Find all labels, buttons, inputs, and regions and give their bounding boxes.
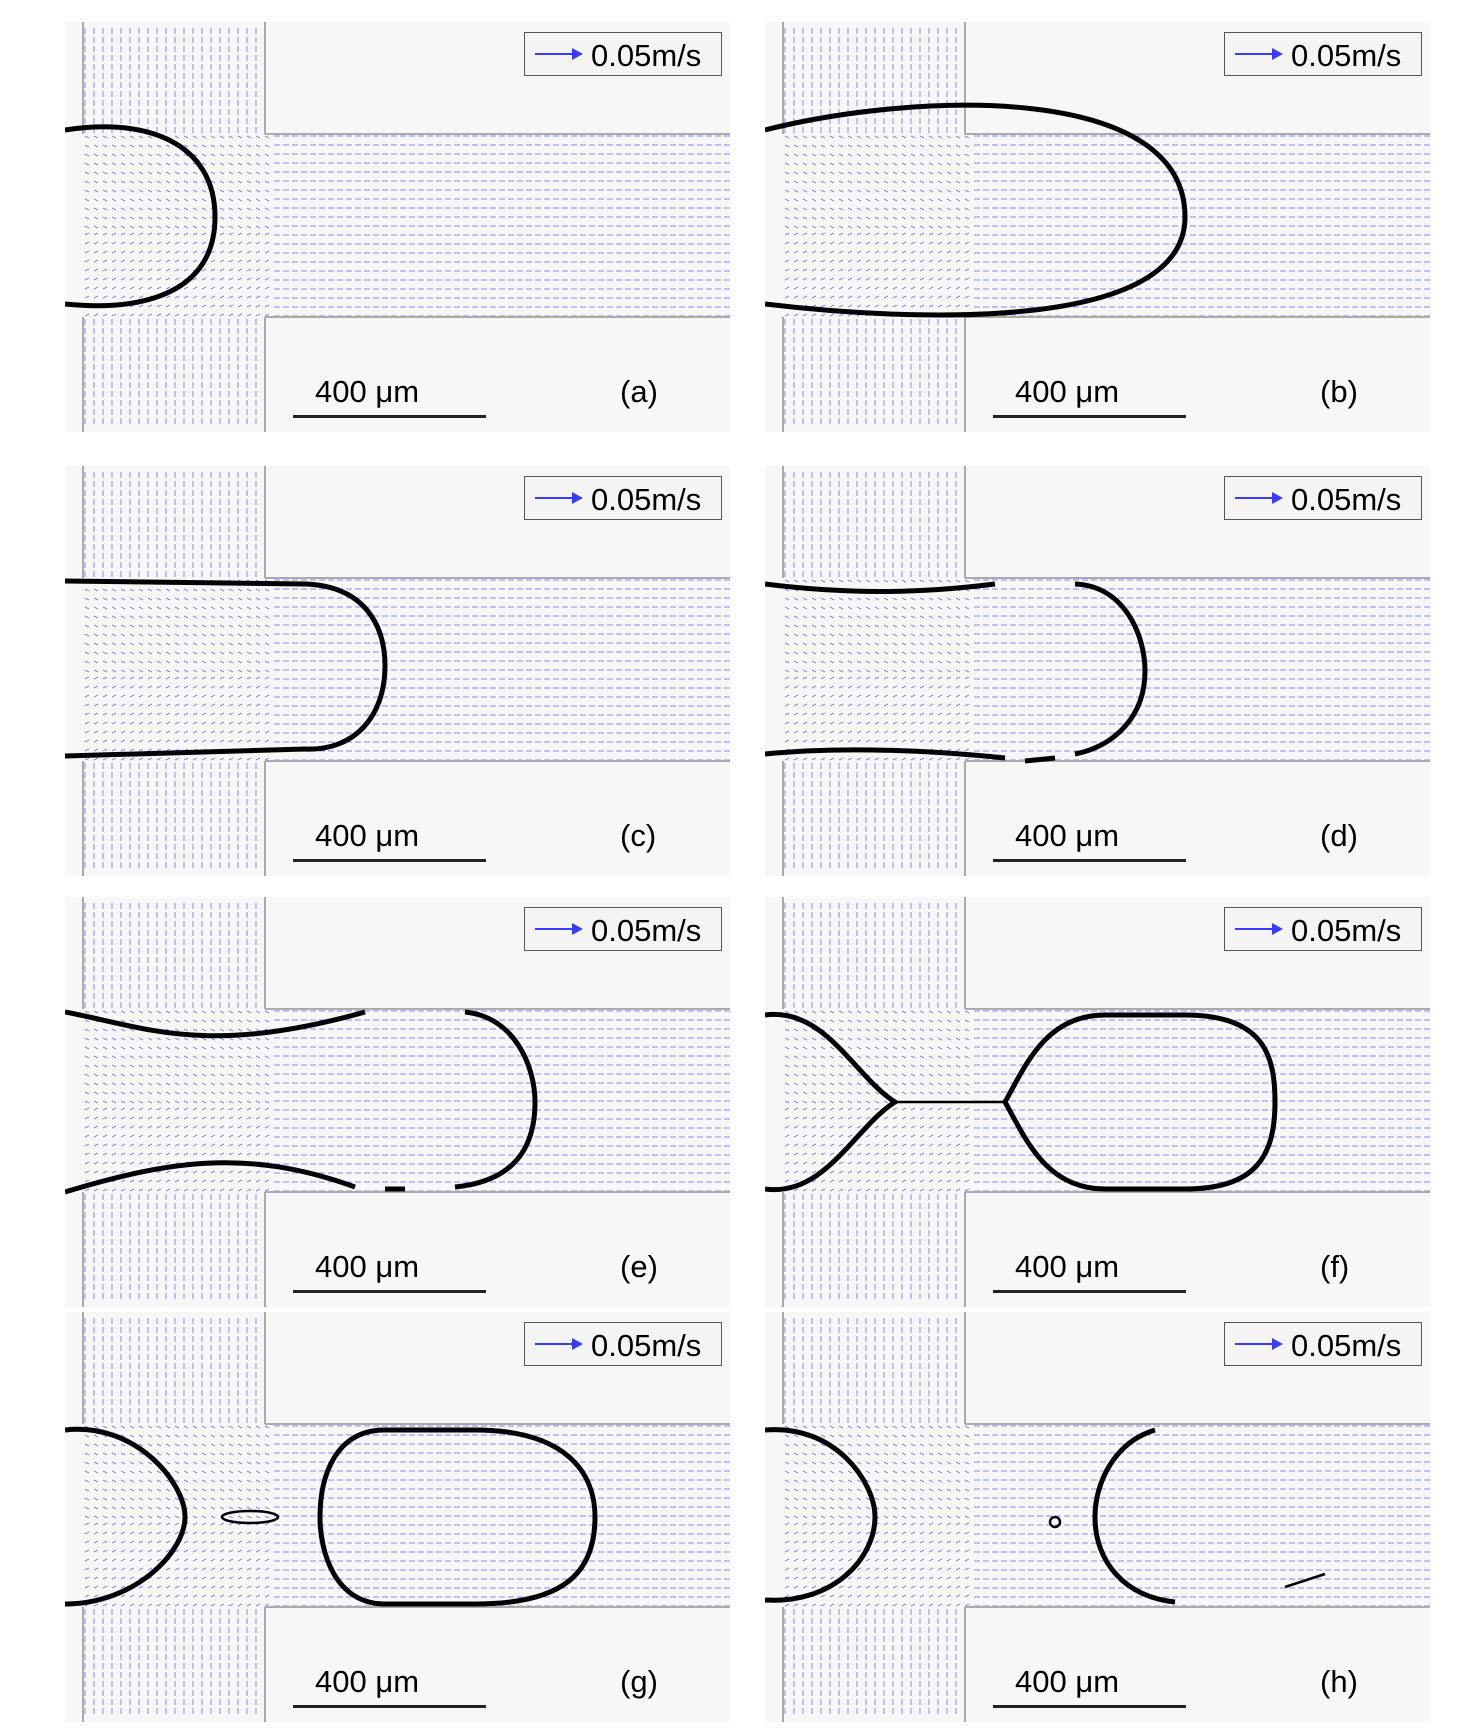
velocity-legend: 0.05m/s bbox=[524, 32, 722, 76]
scale-bar-label: 400 μm bbox=[315, 818, 420, 853]
channel-walls bbox=[82, 1312, 730, 1722]
velocity-legend: 0.05m/s bbox=[1224, 907, 1422, 951]
channel-walls bbox=[782, 897, 1430, 1307]
arrow-right-icon bbox=[1235, 1338, 1283, 1350]
panel-label: (a) bbox=[620, 374, 658, 409]
velocity-scale-label: 0.05m/s bbox=[591, 38, 702, 73]
flow-field: .drop { fill: none; stroke: #000000; str… bbox=[765, 897, 1430, 1307]
panel-e: .drop { fill: none; stroke: #000000; str… bbox=[65, 897, 730, 1307]
droplet-interface bbox=[65, 1426, 598, 1607]
panel-b: .drop { fill: none; stroke: #000000; str… bbox=[765, 22, 1430, 432]
velocity-legend: 0.05m/s bbox=[1224, 32, 1422, 76]
flow-field: .drop { fill: none; stroke: #000000; str… bbox=[765, 22, 1430, 432]
panel-label: (g) bbox=[620, 1664, 658, 1699]
velocity-vectors bbox=[84, 28, 730, 424]
droplet-interface bbox=[65, 124, 218, 309]
velocity-vectors bbox=[784, 1318, 1430, 1714]
flow-field: .drop { fill: none; stroke: #000000; str… bbox=[765, 1312, 1430, 1722]
velocity-legend: 0.05m/s bbox=[1224, 476, 1422, 520]
arrow-right-icon bbox=[535, 492, 583, 504]
scale-bar-label: 400 μm bbox=[315, 374, 420, 409]
scale-bar bbox=[293, 859, 486, 862]
channel-walls bbox=[82, 466, 730, 876]
channel-walls bbox=[82, 897, 730, 1307]
channel-walls bbox=[782, 1312, 1430, 1722]
channel-walls bbox=[82, 22, 730, 432]
scale-bar-label: 400 μm bbox=[1015, 374, 1120, 409]
velocity-vectors bbox=[84, 903, 730, 1299]
velocity-legend: 0.05m/s bbox=[524, 1322, 722, 1366]
velocity-legend: 0.05m/s bbox=[1224, 1322, 1422, 1366]
arrow-right-icon bbox=[535, 923, 583, 935]
scale-bar bbox=[993, 415, 1186, 418]
velocity-scale-label: 0.05m/s bbox=[1291, 913, 1402, 948]
velocity-scale-label: 0.05m/s bbox=[1291, 38, 1402, 73]
droplet-interface bbox=[65, 1009, 538, 1195]
scale-bar bbox=[993, 1290, 1186, 1293]
velocity-vectors bbox=[84, 1318, 730, 1714]
panel-f: .drop { fill: none; stroke: #000000; str… bbox=[765, 897, 1430, 1307]
panel-h: .drop { fill: none; stroke: #000000; str… bbox=[765, 1312, 1430, 1722]
scale-bar-label: 400 μm bbox=[1015, 1249, 1120, 1284]
droplet-interface bbox=[765, 102, 1188, 318]
scale-bar bbox=[293, 1290, 486, 1293]
arrow-right-icon bbox=[1235, 48, 1283, 60]
scale-bar bbox=[293, 415, 486, 418]
droplet-interface bbox=[765, 581, 1148, 764]
panel-c: .drop { fill: none; stroke: #000000; str… bbox=[65, 466, 730, 876]
velocity-vectors bbox=[784, 903, 1430, 1299]
panel-label: (f) bbox=[1320, 1249, 1350, 1284]
flow-field: .drop { fill: none; stroke: #000000; str… bbox=[65, 466, 730, 876]
droplet-interface bbox=[65, 578, 388, 759]
flow-field: .drop { fill: none; stroke: #000000; str… bbox=[65, 897, 730, 1307]
panel-label: (b) bbox=[1320, 374, 1358, 409]
velocity-scale-label: 0.05m/s bbox=[1291, 482, 1402, 517]
arrow-right-icon bbox=[1235, 923, 1283, 935]
droplet-interface bbox=[765, 1011, 1278, 1193]
arrow-right-icon bbox=[535, 1338, 583, 1350]
scale-bar-label: 400 μm bbox=[315, 1664, 420, 1699]
panel-d: .drop { fill: none; stroke: #000000; str… bbox=[765, 466, 1430, 876]
channel-walls bbox=[782, 22, 1430, 432]
scale-bar bbox=[993, 1705, 1186, 1708]
velocity-legend: 0.05m/s bbox=[524, 907, 722, 951]
droplet-interface bbox=[765, 1427, 1326, 1605]
arrow-right-icon bbox=[1235, 492, 1283, 504]
scale-bar bbox=[993, 859, 1186, 862]
velocity-scale-label: 0.05m/s bbox=[591, 482, 702, 517]
velocity-legend: 0.05m/s bbox=[524, 476, 722, 520]
panel-label: (c) bbox=[620, 818, 657, 853]
panel-a: .drop { fill: none; stroke: #000000; str… bbox=[65, 22, 730, 432]
panel-label: (h) bbox=[1320, 1664, 1358, 1699]
flow-field: .drop { fill: none; stroke: #000000; str… bbox=[65, 22, 730, 432]
arrow-right-icon bbox=[535, 48, 583, 60]
panel-g: .drop { fill: none; stroke: #000000; str… bbox=[65, 1312, 730, 1722]
velocity-scale-label: 0.05m/s bbox=[591, 913, 702, 948]
flow-field: .drop { fill: none; stroke: #000000; str… bbox=[65, 1312, 730, 1722]
scale-bar-label: 400 μm bbox=[315, 1249, 420, 1284]
scale-bar-label: 400 μm bbox=[1015, 818, 1120, 853]
panel-label: (d) bbox=[1320, 818, 1358, 853]
velocity-scale-label: 0.05m/s bbox=[1291, 1328, 1402, 1363]
velocity-scale-label: 0.05m/s bbox=[591, 1328, 702, 1363]
scale-bar bbox=[293, 1705, 486, 1708]
flow-field: .drop { fill: none; stroke: #000000; str… bbox=[765, 466, 1430, 876]
panel-label: (e) bbox=[620, 1249, 658, 1284]
scale-bar-label: 400 μm bbox=[1015, 1664, 1120, 1699]
